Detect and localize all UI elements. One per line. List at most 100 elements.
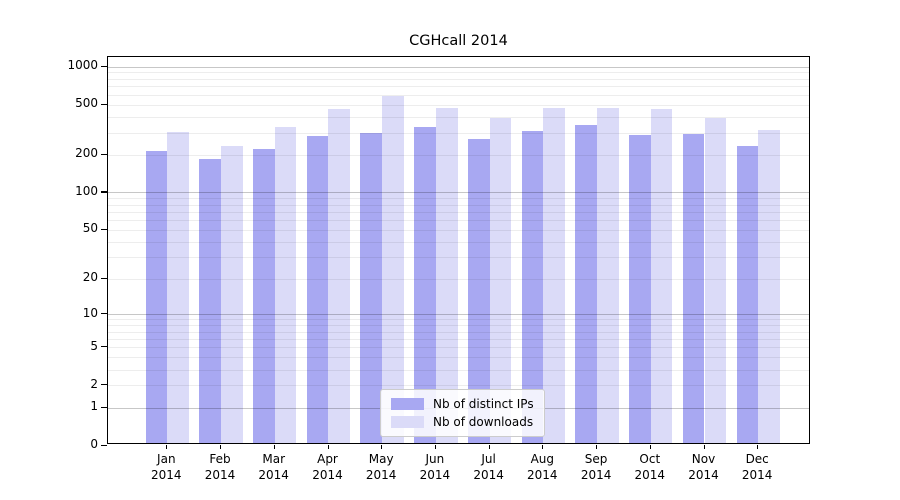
bars-layer bbox=[108, 57, 809, 443]
x-tick-aug bbox=[542, 444, 544, 449]
bar-ips-jan bbox=[145, 151, 168, 443]
x-label-month: Dec bbox=[745, 452, 769, 466]
x-label-month: Oct bbox=[639, 452, 661, 466]
x-label-year: 2014 bbox=[473, 468, 504, 482]
x-label-year: 2014 bbox=[151, 468, 182, 482]
chart-title: CGHcall 2014 bbox=[409, 33, 508, 49]
x-tick-sep bbox=[596, 444, 598, 449]
x-label-year: 2014 bbox=[634, 468, 666, 482]
x-tick-label-jul: Jul 2014 bbox=[461, 451, 517, 483]
x-tick-label-dec: Dec 2014 bbox=[729, 451, 785, 483]
legend-swatch-distinct-ips bbox=[391, 398, 424, 410]
x-tick-nov bbox=[703, 444, 705, 449]
y-tick-20 bbox=[100, 277, 107, 279]
legend-label-downloads: Nb of downloads bbox=[433, 415, 534, 429]
y-tick-label-50: 50 bbox=[82, 221, 98, 236]
x-tick-jan bbox=[166, 444, 168, 449]
legend-label-distinct-ips: Nb of distinct IPs bbox=[433, 397, 534, 411]
y-tick-label-500: 500 bbox=[75, 96, 98, 111]
y-tick-1 bbox=[100, 406, 107, 408]
y-tick-label-20: 20 bbox=[82, 270, 98, 284]
legend-item-downloads: Nb of downloads bbox=[391, 415, 534, 429]
bar-ips-nov bbox=[682, 134, 705, 443]
bar-downloads-sep bbox=[597, 108, 619, 443]
bar-ips-dec bbox=[736, 145, 759, 443]
x-label-month: Mar bbox=[262, 452, 285, 466]
bar-ips-jul bbox=[467, 139, 490, 443]
x-tick-label-jun: Jun 2014 bbox=[407, 451, 463, 483]
y-tick-label-0: 0 bbox=[90, 437, 98, 451]
y-tick-label-5: 5 bbox=[90, 338, 98, 353]
bar-downloads-feb bbox=[221, 146, 243, 443]
bar-ips-aug bbox=[521, 130, 544, 443]
x-label-month: May bbox=[368, 452, 394, 466]
x-tick-label-may: May 2014 bbox=[353, 451, 409, 483]
x-label-month: Apr bbox=[317, 452, 338, 466]
x-label-year: 2014 bbox=[741, 468, 773, 482]
x-tick-dec bbox=[757, 444, 759, 449]
x-tick-label-aug: Aug 2014 bbox=[514, 451, 570, 483]
x-tick-jul bbox=[488, 444, 490, 449]
bar-downloads-oct bbox=[650, 108, 673, 443]
legend-swatch-downloads bbox=[391, 416, 424, 428]
x-label-month: Feb bbox=[209, 452, 231, 466]
y-tick-label-200: 200 bbox=[75, 146, 98, 161]
plot-area bbox=[107, 56, 810, 444]
bar-downloads-apr bbox=[328, 109, 351, 443]
x-label-year: 2014 bbox=[527, 468, 558, 482]
bar-ips-sep bbox=[575, 125, 598, 443]
bar-ips-jun bbox=[414, 126, 436, 443]
y-tick-label-1: 1 bbox=[90, 399, 98, 413]
x-label-month: Aug bbox=[530, 452, 555, 466]
bar-ips-apr bbox=[306, 135, 329, 443]
x-label-year: 2014 bbox=[419, 468, 451, 482]
bar-downloads-nov bbox=[704, 117, 727, 443]
x-label-year: 2014 bbox=[365, 468, 397, 482]
y-tick-10 bbox=[100, 313, 107, 315]
bar-downloads-mar bbox=[274, 126, 297, 443]
bar-downloads-dec bbox=[758, 130, 780, 443]
y-tick-label-10: 10 bbox=[82, 305, 98, 320]
x-tick-label-jan: Jan 2014 bbox=[138, 451, 194, 483]
bar-downloads-jul bbox=[489, 118, 512, 443]
x-tick-jun bbox=[434, 444, 437, 449]
x-label-year: 2014 bbox=[204, 468, 236, 482]
x-tick-may bbox=[381, 444, 383, 449]
y-tick-2 bbox=[100, 384, 107, 386]
y-tick-label-1000: 1000 bbox=[67, 58, 98, 73]
bar-ips-may bbox=[360, 133, 383, 443]
bar-ips-oct bbox=[629, 134, 651, 443]
x-tick-oct bbox=[649, 444, 651, 449]
x-tick-label-mar: Mar 2014 bbox=[246, 451, 302, 483]
bar-ips-mar bbox=[253, 148, 275, 443]
legend-item-distinct-ips: Nb of distinct IPs bbox=[391, 397, 534, 411]
x-label-year: 2014 bbox=[688, 468, 719, 482]
y-tick-500 bbox=[100, 103, 107, 105]
y-tick-5 bbox=[100, 346, 107, 348]
legend: Nb of distinct IPs Nb of downloads bbox=[380, 389, 545, 437]
y-tick-label-100: 100 bbox=[75, 183, 98, 198]
x-tick-label-feb: Feb 2014 bbox=[192, 451, 248, 483]
x-tick-label-nov: Nov 2014 bbox=[676, 451, 732, 483]
x-label-month: Jul bbox=[481, 452, 496, 466]
y-tick-100 bbox=[100, 191, 107, 193]
x-label-month: Nov bbox=[691, 452, 716, 466]
bar-downloads-jun bbox=[435, 107, 458, 443]
x-label-year: 2014 bbox=[580, 468, 612, 482]
x-tick-feb bbox=[220, 444, 222, 449]
x-label-month: Jun bbox=[425, 452, 445, 466]
x-tick-mar bbox=[273, 444, 275, 449]
x-tick-apr bbox=[327, 444, 329, 449]
x-tick-label-oct: Oct 2014 bbox=[622, 451, 678, 483]
y-tick-1000 bbox=[100, 65, 107, 67]
y-tick-label-2: 2 bbox=[90, 376, 98, 391]
bar-downloads-may bbox=[382, 95, 404, 443]
x-label-year: 2014 bbox=[258, 468, 289, 482]
x-label-year: 2014 bbox=[312, 468, 343, 482]
bar-downloads-aug bbox=[543, 108, 566, 443]
x-tick-label-apr: Apr 2014 bbox=[300, 451, 356, 483]
y-tick-0 bbox=[100, 444, 107, 446]
y-tick-200 bbox=[100, 153, 107, 155]
x-tick-label-sep: Sep 2014 bbox=[568, 451, 624, 483]
